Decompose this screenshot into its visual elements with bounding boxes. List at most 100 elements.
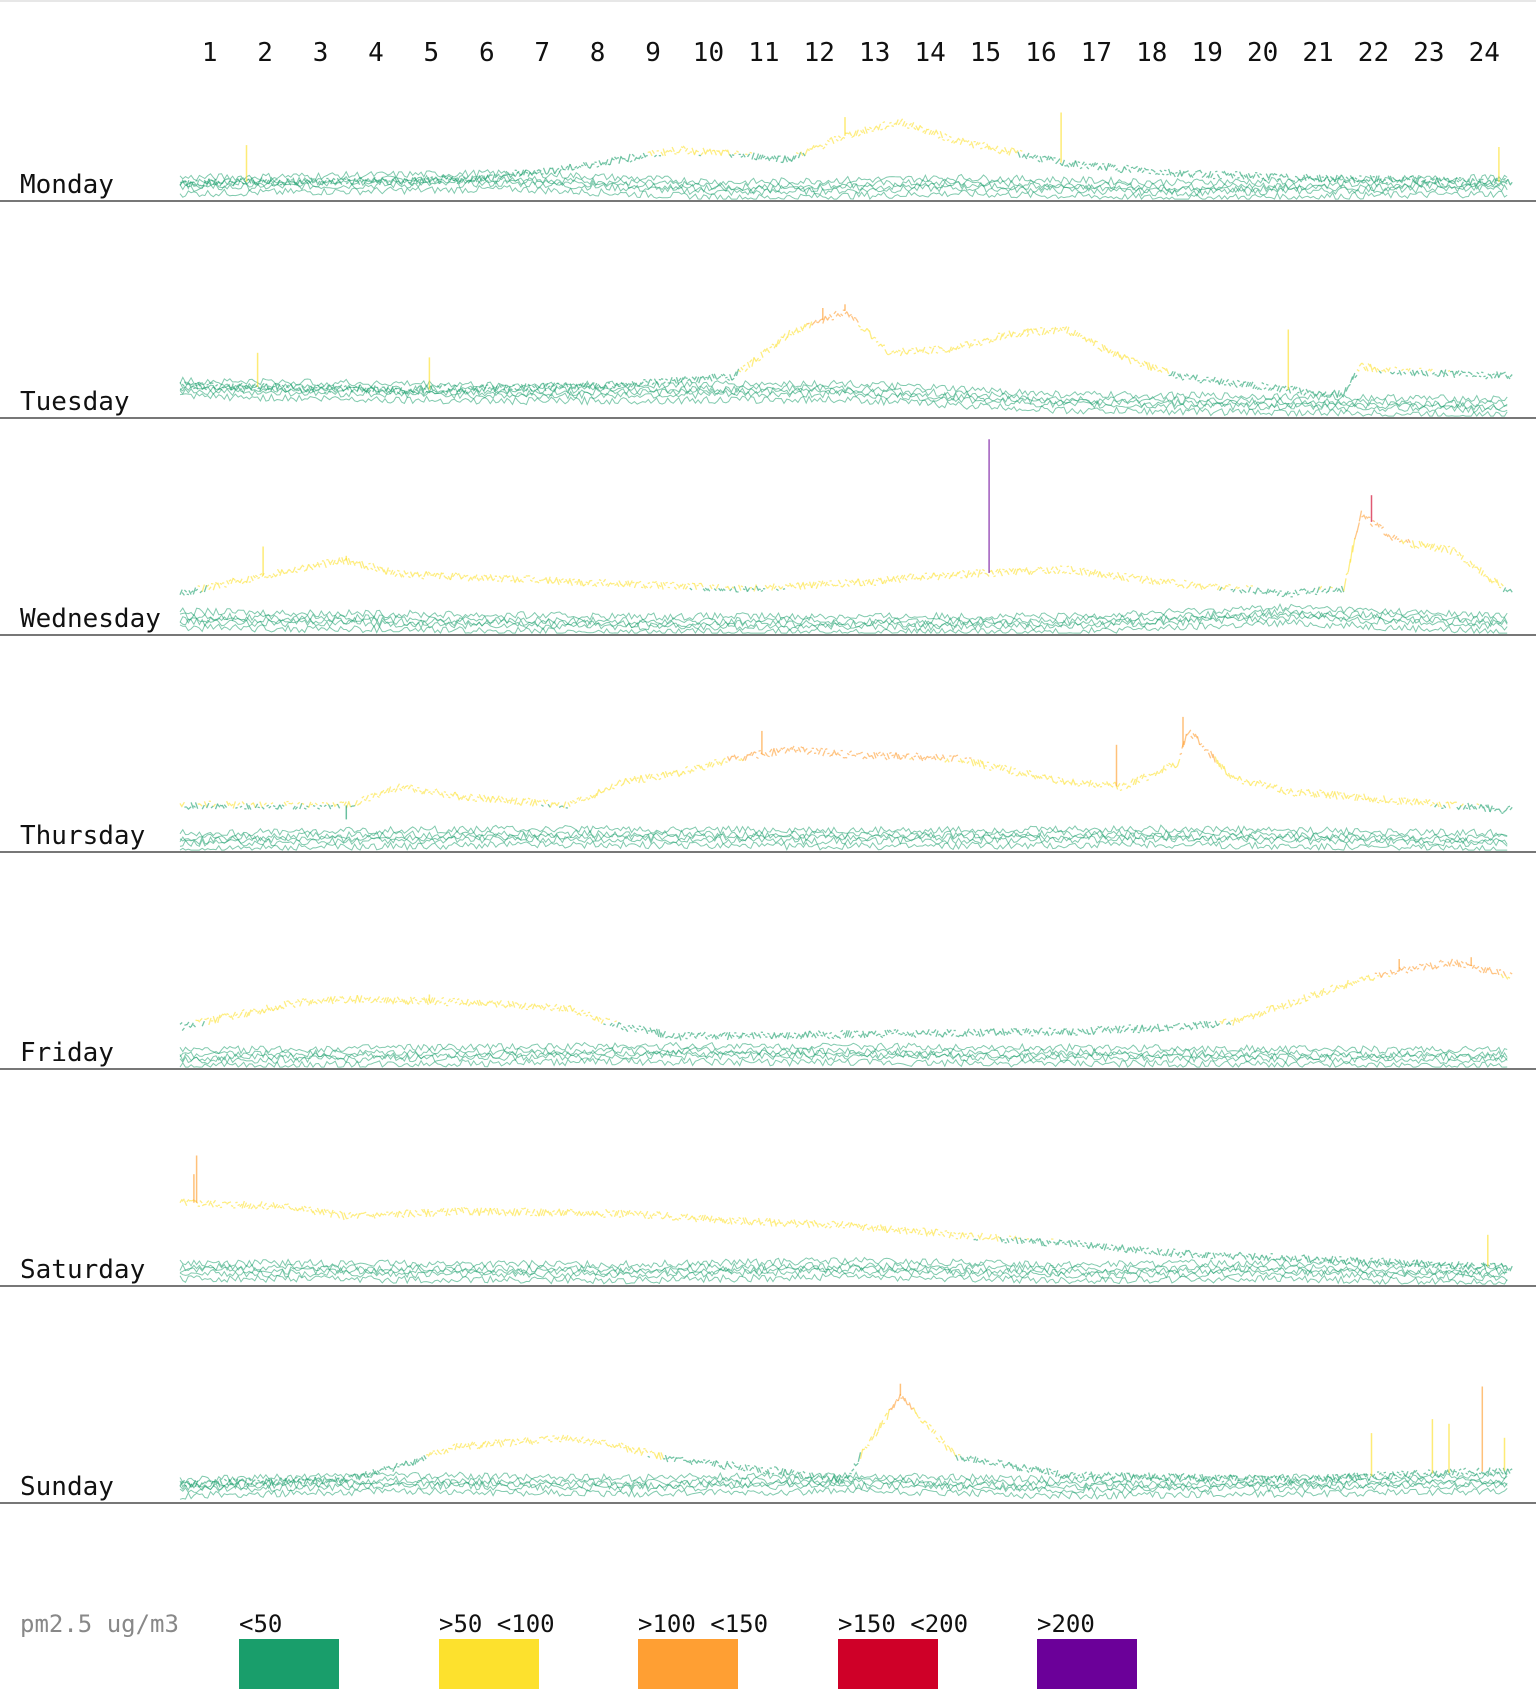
sensor-trace-high-segment [966,1456,970,1462]
sensor-trace-high-segment [1094,1475,1099,1481]
sensor-trace-high-segment [243,1011,248,1018]
sensor-trace-high-segment [1039,1238,1043,1247]
sensor-trace-high-segment [915,1412,919,1418]
sensor-trace-high-segment [266,804,270,807]
hour-label-23: 23 [1413,38,1444,68]
sensor-trace-high-segment [1498,1467,1502,1472]
sensor-trace-high-segment [1416,370,1420,375]
sensor-trace-high-segment [492,1441,496,1447]
sensor-trace-high-segment [775,588,779,592]
sensor-trace-high-segment [587,386,591,390]
sensor-trace-high-segment [853,1463,857,1467]
sensor-trace-high-segment [1006,769,1010,773]
sensor-trace-high-segment [813,1034,817,1039]
sensor-trace-high-segment [230,181,234,184]
sensor-trace-high-segment [1194,374,1199,381]
sensor-trace-high-segment [616,1444,620,1448]
sensor-trace-high-segment [682,1032,686,1037]
sensor-trace-high-segment [1190,1253,1194,1259]
sensor-trace-high-segment [425,571,429,576]
sensor-trace-high-segment [740,1221,744,1226]
sensor-trace-high-segment [509,1211,514,1215]
sensor-trace-high-segment [984,145,988,149]
sensor-trace-high-segment [1048,1240,1052,1244]
sensor-trace-high-segment [660,582,664,590]
sensor-trace-high-segment [620,381,624,386]
sensor-trace-high-segment [1318,585,1323,591]
sensor-trace-high-segment [1259,1478,1263,1482]
sensor-trace-high-segment [1261,382,1265,385]
sensor-trace-high-segment [387,786,392,794]
sensor-trace-high-segment [784,584,788,587]
sensor-trace-high-segment [1456,180,1460,183]
sensor-trace-high-segment [1035,1238,1039,1242]
sensor-trace-high-segment [219,804,223,807]
sensor-trace-high-segment [673,1217,677,1221]
sensor-trace-high-segment [875,1224,879,1231]
sensor-trace-high-segment [534,384,538,389]
sensor-trace-high-segment [622,583,627,588]
sensor-trace-high-segment [538,800,542,803]
sensor-trace-high-segment [884,1029,888,1036]
sensor-trace-high-segment [1321,392,1325,398]
sensor-trace-high-segment [804,1476,808,1479]
sensor-trace-high-segment [1150,1250,1154,1253]
sensor-trace-high-segment [1194,170,1198,173]
sensor-trace-high-segment [505,385,509,389]
sensor-trace-high-segment [897,577,901,584]
sensor-trace-high-segment [288,388,292,392]
sensor-trace-high-segment [860,751,863,754]
sensor-trace-high-segment [1243,590,1247,594]
sensor-trace-high-segment [811,322,815,326]
sensor-trace-high-segment [733,371,737,377]
sensor-trace-high-segment [1039,1027,1043,1031]
sensor-trace-high-segment [1150,1474,1154,1482]
sensor-trace-high-segment [1141,1476,1145,1480]
sensor-trace-high-segment [1476,566,1480,571]
day-panel-friday: Friday [0,957,1536,1070]
sensor-trace-high-segment [270,802,274,805]
sensor-trace-high-segment [1112,781,1116,785]
sensor-trace-high-segment [1017,151,1021,158]
sensor-trace-high-segment [1121,166,1125,173]
sensor-trace-high-segment [257,806,260,809]
sensor-trace-high-segment [1458,551,1462,557]
sensor-trace-high-segment [237,802,241,806]
sensor-trace-high-segment [979,759,983,765]
sensor-trace-high-segment [481,1210,485,1214]
sensor-trace-high-segment [726,756,731,762]
sensor-trace-high-segment [356,1474,361,1481]
sensor-trace-high-segment [995,1462,999,1465]
sensor-trace-high-segment [1268,1478,1271,1481]
sensor-trace-high-segment [545,576,549,584]
sensor-trace-high-segment [1400,176,1405,182]
sensor-trace-high-segment [877,343,881,347]
sensor-trace-high-segment [1431,371,1436,375]
sensor-trace-high-segment [179,589,183,596]
sensor-trace-high-segment [1263,179,1267,182]
sensor-trace-high-segment [757,154,762,160]
sensor-trace-high-segment [230,1483,234,1486]
sensor-trace-high-segment [873,751,877,759]
sensor-trace-high-segment [183,381,188,386]
sensor-trace-high-segment [1128,169,1132,173]
sensor-trace-high-segment [518,578,522,583]
sensor-trace-high-segment [684,585,689,590]
sensor-trace-high-segment [1170,1250,1174,1258]
sensor-trace-high-segment [711,1460,715,1466]
sensor-trace-high-segment [1411,369,1416,377]
sensor-trace-high-segment [569,383,573,389]
sensor-trace-high-segment [846,1474,850,1480]
sensor-trace-high-segment [638,382,642,388]
sensor-trace-high-segment [1125,578,1130,583]
sensor-trace-low-4 [179,176,1508,194]
sensor-trace-high-segment [1084,163,1087,166]
sensor-trace-high-segment [1299,1478,1302,1482]
sensor-trace-high-segment [204,387,207,391]
sensor-trace-high-segment [1208,1476,1211,1478]
sensor-trace-high-segment [234,579,239,583]
sensor-trace-high-segment [1026,770,1030,775]
sensor-trace-high-segment [531,1208,536,1214]
sensor-trace-high-segment [1075,782,1078,785]
sensor-trace-high-segment [926,577,930,580]
